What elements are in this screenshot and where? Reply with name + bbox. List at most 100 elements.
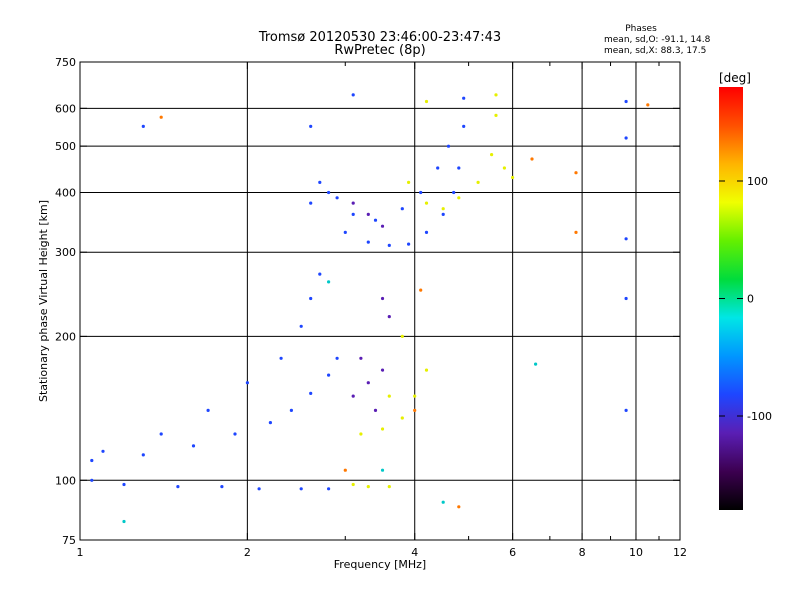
data-point [441,212,445,216]
data-point [351,212,355,216]
y-tick-label: 200 [55,330,76,343]
colorbar-tick-label: 100 [747,175,768,188]
chart-subtitle: RwPretec (8p) [334,43,425,58]
data-point [359,356,363,360]
data-point [380,427,385,431]
x-tick-label: 1 [77,546,84,559]
data-point [351,201,355,205]
data-point [373,408,378,412]
data-point [318,272,322,276]
data-point [624,237,628,241]
y-tick-label: 75 [62,534,76,547]
stats-line-x: mean, sd,X: 88.3, 17.5 [604,46,706,56]
data-point [441,500,445,504]
data-point [366,381,370,385]
data-point [206,408,210,412]
data-point [233,432,237,436]
data-point [343,230,347,234]
data-point [387,394,391,398]
y-tick-label: 300 [55,246,76,259]
data-point [413,394,417,398]
data-point [366,485,370,489]
data-point [419,288,423,292]
data-point [419,190,423,195]
data-point [424,368,429,372]
y-tick-label: 600 [55,102,76,115]
data-point [309,201,313,205]
x-axis-label: Frequency [MHz] [334,558,426,571]
x-tick-label: 2 [244,546,251,559]
data-point [462,124,466,128]
data-point [462,96,466,100]
data-point [327,280,331,284]
data-point [373,218,378,222]
data-point [400,334,404,338]
data-point [309,124,313,128]
data-point [446,144,451,148]
data-point [343,468,347,472]
data-point [574,171,578,175]
data-point [407,242,411,246]
data-point [494,93,498,97]
data-point [309,296,313,301]
y-tick-label: 500 [55,140,76,153]
data-point [452,190,456,195]
data-point [220,485,224,489]
data-point [141,124,145,128]
data-point [510,175,515,180]
data-point [268,421,272,425]
x-tick-label: 4 [411,546,418,559]
data-point [380,296,385,301]
y-axis-label: Stationary phase Virtual Height [km] [37,200,50,402]
data-point [387,243,391,247]
data-point [351,482,355,487]
data-point [90,458,94,463]
data-point [424,230,429,234]
data-point [494,113,498,117]
colorbar-tick-label: 0 [747,293,754,306]
data-point [380,468,385,472]
chart-title: Tromsø 20120530 23:46:00-23:47:43 [258,30,501,45]
data-point [424,99,429,104]
data-point [574,230,578,234]
data-point [457,196,461,200]
stats-line-o: mean, sd,O: -91.1, 14.8 [604,35,711,45]
colorbar-tick-label: -100 [747,410,772,423]
data-point [351,394,355,398]
x-tick-label: 10 [629,546,643,559]
data-point [309,391,313,395]
data-point [299,324,303,328]
data-point [159,432,163,436]
data-point [366,240,370,244]
y-tick-label: 400 [55,186,76,199]
data-point [624,136,628,140]
data-point [400,416,404,420]
data-point [387,315,391,319]
data-point [327,190,331,195]
data-point [534,362,538,366]
plot-frame [79,61,681,541]
data-point [387,485,391,489]
data-point [436,166,440,170]
data-point [646,103,650,107]
data-point [380,368,385,372]
data-point [101,449,105,453]
data-point [335,356,339,360]
data-point [457,505,461,509]
data-point [359,432,363,436]
data-point [502,166,506,170]
y-tick-label: 750 [55,56,76,69]
stats-heading: Phases [625,24,657,34]
data-point [457,166,461,170]
data-point [490,153,494,157]
data-point [122,482,126,487]
data-point [327,373,331,377]
data-point [441,207,445,211]
x-tick-label: 6 [509,546,516,559]
data-point [476,180,480,184]
data-point [245,381,249,385]
data-point [400,207,404,211]
data-points [90,93,650,524]
colorbar-ticks: 100 0 -100 [719,175,772,423]
